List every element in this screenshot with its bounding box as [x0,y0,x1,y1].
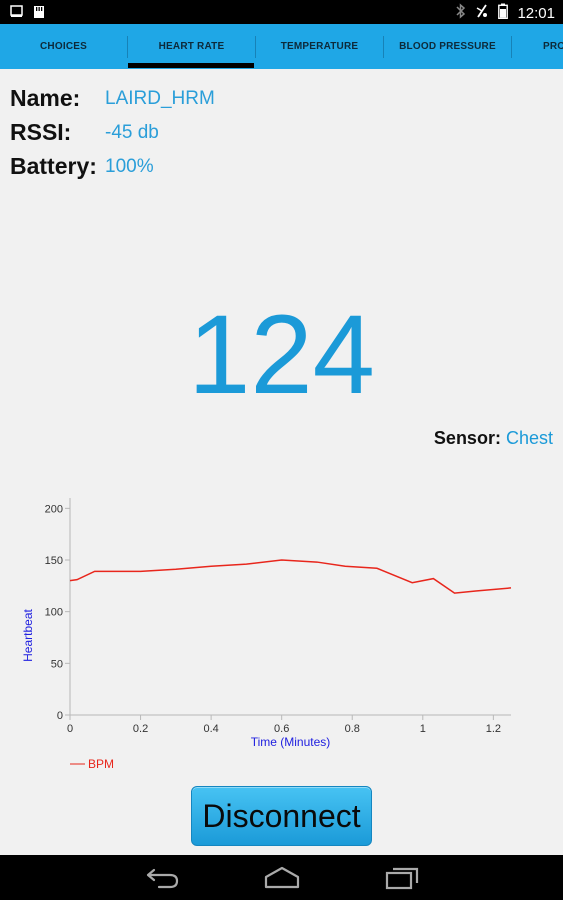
device-name-value: LAIRD_HRM [105,88,215,109]
rssi-label: RSSI: [10,119,72,145]
y-axis-label: Heartbeat [21,608,35,661]
x-tick-label: 0.8 [345,723,360,735]
battery-icon [498,3,509,24]
rssi-value: -45 db [105,122,159,143]
home-icon[interactable] [262,863,302,893]
x-tick-label: 0 [67,723,73,735]
no-signal-icon [475,3,489,24]
bluetooth-icon [456,3,466,24]
selected-tab-indicator [128,63,254,68]
heart-rate-value: 124 [188,292,375,417]
x-axis-label: Time (Minutes) [251,735,331,749]
x-tick-label: 1.2 [486,723,501,735]
y-tick-label: 100 [45,607,63,619]
x-tick-label: 0.6 [274,723,289,735]
tab-heart-rate[interactable]: HEART RATE [158,41,225,52]
y-tick-label: 0 [57,710,63,722]
sd-card-icon [33,5,45,24]
status-bar: 12:01 [0,0,563,24]
sensor-value: Chest [505,428,553,448]
clock: 12:01 [517,5,555,22]
heart-rate-chart: 0 50 100 150 200 0 0.2 0.4 0.6 0.8 1 1.2 Time (Min… [21,498,512,771]
battery-label: Battery: [10,153,97,179]
y-tick-label: 200 [45,503,63,515]
tab-pro[interactable]: PRO [543,41,563,52]
sensor-location: Sensor: Chest [434,428,553,449]
x-tick-label: 0.2 [133,723,148,735]
navigation-bar [0,855,563,900]
tab-divider [383,36,384,58]
disconnect-button[interactable]: Disconnect [191,786,372,846]
y-tick-label: 50 [51,658,63,670]
legend-label: BPM [88,757,114,771]
tab-bar: CHOICES HEART RATE TEMPERATURE BLOOD PRE… [0,24,563,69]
tab-divider [511,36,512,58]
tab-temperature[interactable]: TEMPERATURE [280,41,359,52]
tab-choices[interactable]: CHOICES [40,41,87,52]
bpm-series-line [69,559,512,594]
battery-value: 100% [105,156,154,177]
name-label: Name: [10,85,81,111]
recent-apps-icon[interactable] [383,863,423,893]
y-tick-label: 150 [45,555,63,567]
screenshot-icon [10,5,23,24]
sensor-label: Sensor: [433,428,501,448]
tab-blood-pressure[interactable]: BLOOD PRESSURE [399,41,496,52]
x-tick-label: 1 [420,723,426,735]
tab-divider [255,36,256,58]
back-icon[interactable] [142,863,182,893]
x-tick-label: 0.4 [203,723,218,735]
tab-divider [127,36,128,58]
